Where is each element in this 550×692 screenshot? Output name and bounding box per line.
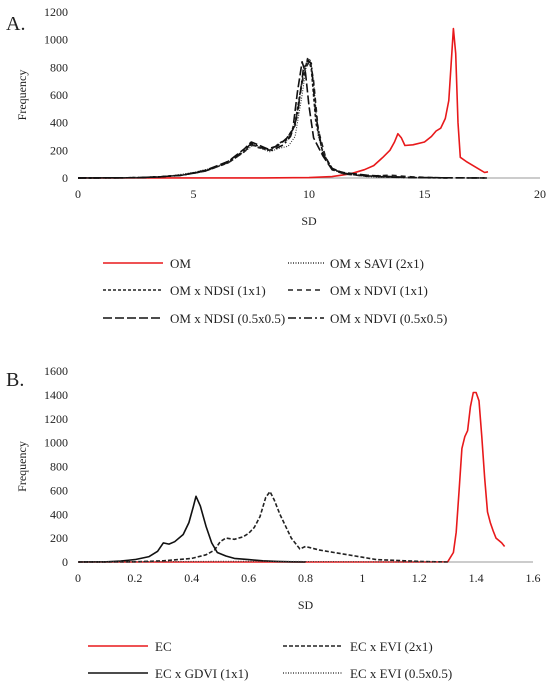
y-tick-label: 200 bbox=[50, 531, 68, 545]
y-tick-label: 400 bbox=[50, 116, 68, 130]
y-tick-label: 1400 bbox=[44, 388, 68, 402]
x-tick-label: 0.2 bbox=[127, 571, 142, 585]
y-tick-label: 800 bbox=[50, 460, 68, 474]
series-line-om-x-ndsi-1x1- bbox=[77, 56, 448, 179]
series-line-om-x-savi-2x1- bbox=[77, 58, 448, 179]
x-tick-label: 1.4 bbox=[469, 571, 484, 585]
y-tick-label: 0 bbox=[62, 555, 68, 569]
legend-label: OM bbox=[170, 256, 191, 271]
x-axis-label: SD bbox=[301, 214, 317, 228]
y-axis-label: Frequency bbox=[15, 70, 29, 121]
series-line-om-x-ndvi-0-5x0-5- bbox=[77, 59, 487, 179]
y-tick-label: 400 bbox=[50, 507, 68, 521]
legend: OM OM x SAVI (2x1) OM x NDSI (1x1) OM x NDV… bbox=[103, 256, 447, 326]
y-tick-label: 1200 bbox=[44, 412, 68, 426]
legend-label: EC x GDVI (1x1) bbox=[155, 666, 249, 681]
series-line-om bbox=[77, 27, 489, 179]
legend-label: OM x SAVI (2x1) bbox=[330, 256, 424, 271]
series-line-ec-x-evi-0-5x0-5- bbox=[77, 560, 448, 563]
series-line-ec-x-evi-2x1- bbox=[77, 490, 448, 563]
x-tick-label: 0 bbox=[75, 187, 81, 201]
y-tick-label: 1200 bbox=[44, 5, 68, 19]
y-tick-label: 600 bbox=[50, 88, 68, 102]
y-tick-label: 0 bbox=[62, 171, 68, 185]
series-line-om-x-ndvi-1x1- bbox=[77, 59, 448, 179]
chart-panel-b: B. 0 0.2 0.4 0.6 0.8 1 1.2 1.4 1.6 0 200 400 600 800 10… bbox=[6, 364, 541, 681]
chart-panel-a: A.0 5 10 15 20020040060080010001200SDFrequen… bbox=[6, 5, 546, 326]
x-tick-label: 0.6 bbox=[241, 571, 256, 585]
legend-label: OM x NDVI (1x1) bbox=[330, 283, 428, 298]
y-tick-label: 1600 bbox=[44, 364, 68, 378]
series-line-ec bbox=[78, 391, 506, 563]
legend-label: OM x NDVI (0.5x0.5) bbox=[330, 311, 447, 326]
x-tick-label: 10 bbox=[303, 187, 315, 201]
x-tick-label: 15 bbox=[419, 187, 431, 201]
panel-label: B. bbox=[6, 369, 24, 391]
x-tick-label: 1 bbox=[359, 571, 365, 585]
legend-label: OM x NDSI (1x1) bbox=[170, 283, 266, 298]
legend-label: EC x EVI (0.5x0.5) bbox=[350, 666, 452, 681]
y-axis-label: Frequency bbox=[15, 441, 29, 492]
x-tick-label: 5 bbox=[191, 187, 197, 201]
y-tick-label: 1000 bbox=[44, 436, 68, 450]
y-tick-label: 600 bbox=[50, 483, 68, 497]
series-line-om-x-ndsi-0-5x0-5- bbox=[77, 61, 487, 179]
panel-label: A. bbox=[6, 13, 25, 35]
y-tick-label: 1000 bbox=[44, 33, 68, 47]
x-tick-label: 0.4 bbox=[184, 571, 199, 585]
legend: EC EC x EVI (2x1) EC x GDVI (1x1) EC x EVI … bbox=[88, 639, 452, 681]
legend-label: EC x EVI (2x1) bbox=[350, 639, 433, 654]
legend-label: OM x NDSI (0.5x0.5) bbox=[170, 311, 285, 326]
x-tick-label: 0.8 bbox=[298, 571, 313, 585]
x-tick-label: 1.2 bbox=[412, 571, 427, 585]
x-tick-label: 1.6 bbox=[526, 571, 541, 585]
y-tick-label: 800 bbox=[50, 60, 68, 74]
legend-label: EC bbox=[155, 639, 172, 654]
x-tick-label: 0 bbox=[75, 571, 81, 585]
x-tick-label: 20 bbox=[534, 187, 546, 201]
series-line-ec-x-gdvi-1x1- bbox=[77, 495, 306, 563]
y-tick-label: 200 bbox=[50, 143, 68, 157]
x-axis-label: SD bbox=[298, 598, 314, 612]
